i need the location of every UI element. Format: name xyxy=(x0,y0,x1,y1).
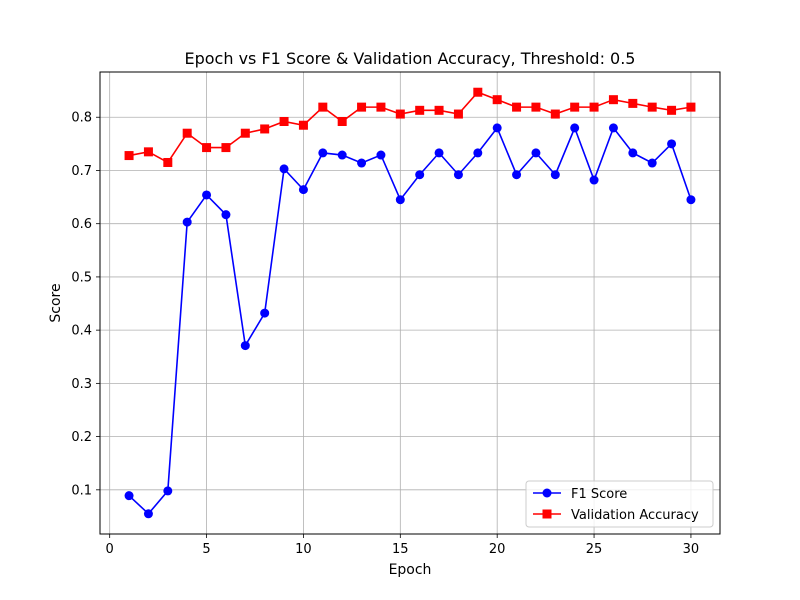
f1-score-point xyxy=(240,341,250,351)
x-tick-label: 5 xyxy=(202,542,210,557)
f1-score-point xyxy=(279,164,289,174)
f1-score-point xyxy=(550,170,560,180)
validation-accuracy-point xyxy=(570,102,580,112)
validation-accuracy-point xyxy=(415,105,425,115)
y-axis-label: Score xyxy=(48,283,64,322)
validation-accuracy-point xyxy=(628,98,638,108)
grid xyxy=(100,72,720,534)
validation-accuracy-point xyxy=(163,157,173,167)
x-tick-label: 20 xyxy=(489,542,506,557)
f1-score-point xyxy=(124,491,134,501)
validation-accuracy-point xyxy=(357,102,367,112)
x-tick-label: 30 xyxy=(683,542,700,557)
x-tick-label: 10 xyxy=(295,542,312,557)
y-tick-label: 0.5 xyxy=(71,270,92,285)
validation-accuracy-point xyxy=(492,95,502,105)
f1-score-point xyxy=(589,175,599,185)
validation-accuracy-point xyxy=(531,102,541,112)
validation-accuracy-point xyxy=(667,105,677,115)
f1-score-point xyxy=(570,123,580,133)
validation-accuracy-point xyxy=(260,124,270,134)
series-validation-accuracy xyxy=(124,87,696,167)
validation-accuracy-point xyxy=(124,151,134,161)
chart-title: Epoch vs F1 Score & Validation Accuracy,… xyxy=(185,49,636,68)
validation-accuracy-point xyxy=(434,105,444,115)
validation-accuracy-point xyxy=(143,147,153,157)
validation-accuracy-point xyxy=(337,117,347,126)
f1-score-point xyxy=(260,308,270,318)
f1-score-point xyxy=(202,190,212,200)
y-tick-label: 0.6 xyxy=(71,217,92,232)
y-tick-label: 0.2 xyxy=(71,430,92,445)
validation-accuracy-point xyxy=(686,102,696,112)
f1-score-point xyxy=(376,150,386,160)
y-axis-ticks: 0.1 0.2 0.3 0.4 0.5 0.6 0.7 0.8 xyxy=(71,111,100,498)
f1-score-point xyxy=(395,195,405,205)
f1-score-point xyxy=(298,185,308,195)
f1-score-point xyxy=(318,148,328,158)
validation-accuracy-point xyxy=(298,120,308,130)
f1-score-point xyxy=(453,170,463,180)
f1-score-point xyxy=(647,158,657,168)
x-axis-label: Epoch xyxy=(389,562,432,578)
validation-accuracy-point xyxy=(647,102,657,112)
legend-val-marker xyxy=(542,509,552,519)
series-f1-score xyxy=(124,123,696,519)
plot-frame xyxy=(99,71,721,535)
f1-score-point xyxy=(337,150,347,160)
f1-score-point xyxy=(415,170,425,180)
y-tick-label: 0.8 xyxy=(71,111,92,126)
f1-score-point xyxy=(221,210,231,220)
y-tick-label: 0.7 xyxy=(71,164,92,179)
series-layer xyxy=(124,87,696,519)
f1-score-point xyxy=(686,195,696,205)
f1-score-point xyxy=(143,509,153,519)
y-tick-label: 0.1 xyxy=(71,483,92,498)
validation-accuracy-point xyxy=(550,109,560,119)
validation-accuracy-point xyxy=(589,102,599,112)
validation-accuracy-point xyxy=(608,95,618,105)
validation-accuracy-point xyxy=(182,128,192,138)
f1-score-point xyxy=(163,486,173,496)
validation-accuracy-point xyxy=(202,143,212,153)
legend-f1-marker xyxy=(542,488,552,498)
f1-score-point xyxy=(492,123,502,133)
f1-score-point xyxy=(473,148,483,158)
legend-f1-label: F1 Score xyxy=(571,487,627,502)
x-tick-label: 15 xyxy=(392,542,409,557)
legend-val-label: Validation Accuracy xyxy=(571,508,699,523)
validation-accuracy-point xyxy=(473,87,483,97)
f1-score-point xyxy=(512,170,522,180)
y-tick-label: 0.3 xyxy=(71,377,92,392)
legend: F1 Score Validation Accuracy xyxy=(525,480,714,528)
validation-accuracy-point xyxy=(279,117,289,126)
y-tick-label: 0.4 xyxy=(71,324,92,339)
f1-score-point xyxy=(434,148,444,158)
x-tick-label: 0 xyxy=(106,542,114,557)
validation-accuracy-point xyxy=(453,109,463,119)
validation-accuracy-point xyxy=(240,128,250,138)
validation-accuracy-point xyxy=(512,102,522,112)
x-tick-label: 25 xyxy=(586,542,603,557)
validation-accuracy-point xyxy=(221,143,231,153)
f1-score-point xyxy=(182,217,192,227)
f1-score-point xyxy=(667,139,677,149)
f1-score-point xyxy=(608,123,618,133)
x-axis-ticks: 0 5 10 15 20 25 30 xyxy=(106,534,700,557)
f1-score-point xyxy=(628,148,638,158)
legend-box xyxy=(525,480,714,528)
validation-accuracy-point xyxy=(318,102,328,112)
f1-score-point xyxy=(531,148,541,158)
f1-score-line xyxy=(128,125,692,515)
f1-score-point xyxy=(357,158,367,168)
validation-accuracy-point xyxy=(395,109,405,119)
validation-accuracy-point xyxy=(376,102,386,112)
